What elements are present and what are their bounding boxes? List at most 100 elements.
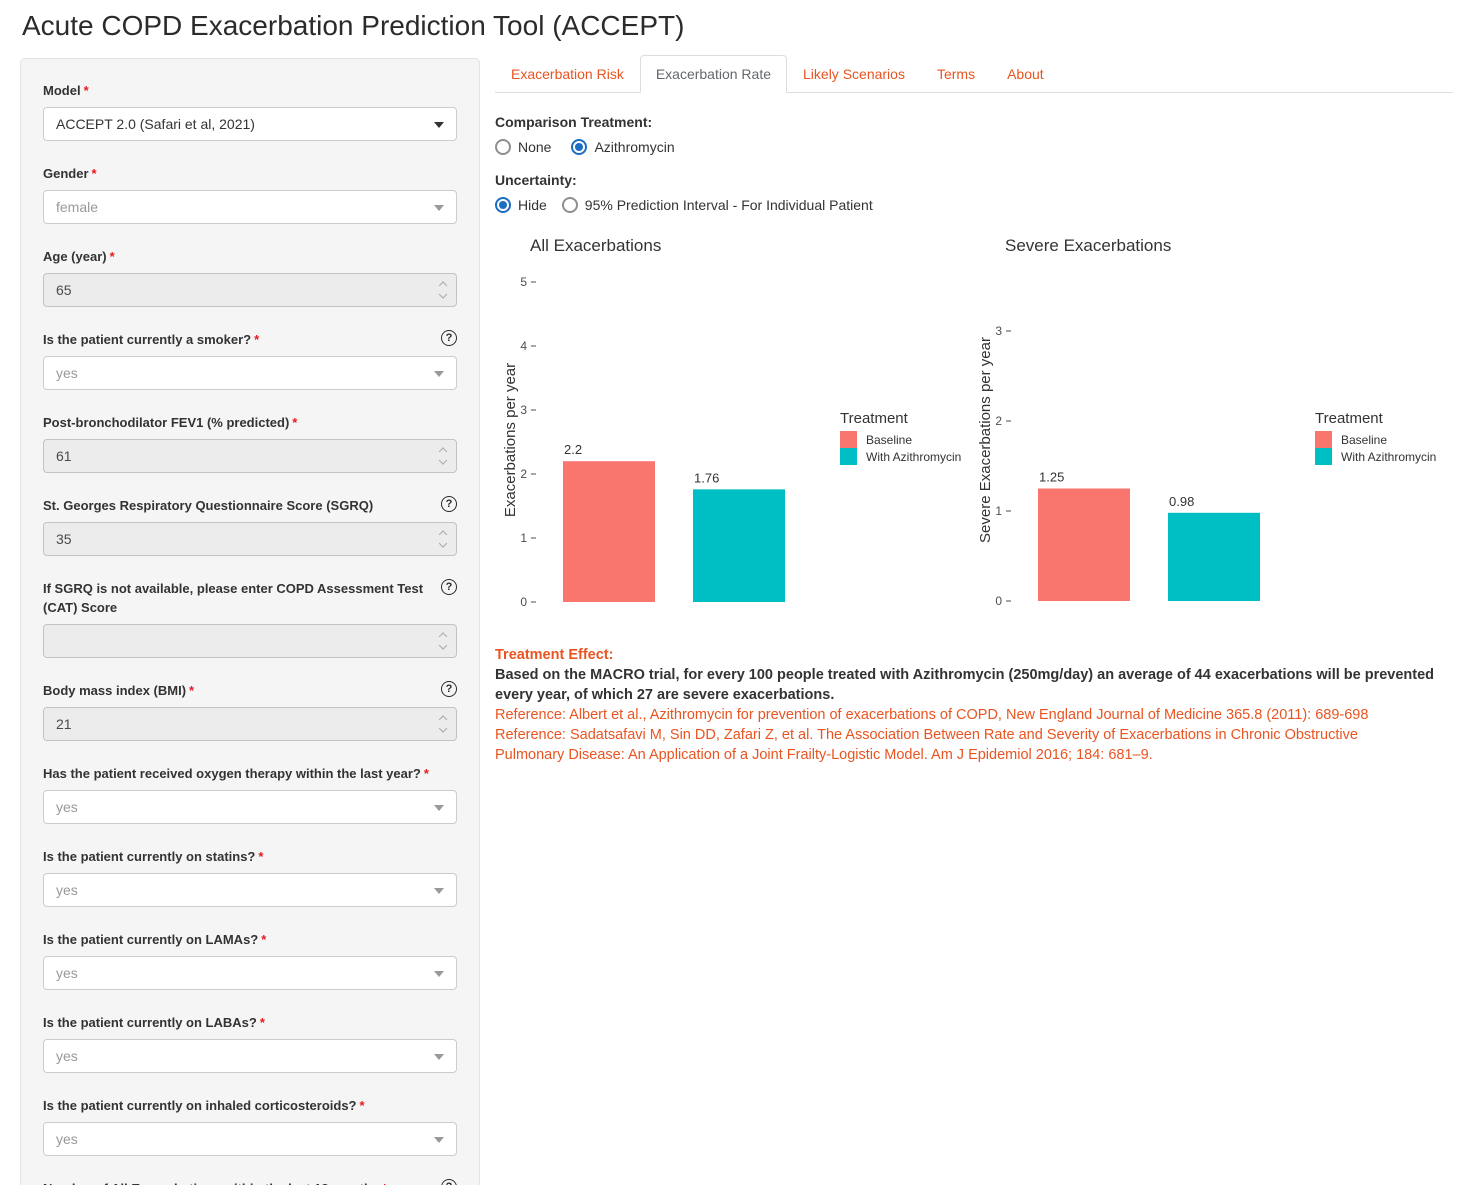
label-text: Has the patient received oxygen therapy … bbox=[43, 766, 421, 781]
y-axis-label: Severe Exacerbations per year bbox=[977, 337, 994, 543]
label-text: If SGRQ is not available, please enter C… bbox=[43, 581, 424, 615]
field-labas: Is the patient currently on LABAs? * yes bbox=[43, 1013, 457, 1073]
gender-select[interactable]: female bbox=[43, 190, 457, 224]
selected-value: yes bbox=[56, 882, 78, 898]
radio-selected-icon[interactable] bbox=[571, 139, 588, 155]
spinner-down-icon bbox=[438, 539, 448, 548]
number-spinner[interactable] bbox=[438, 530, 448, 548]
help-icon[interactable]: ? bbox=[441, 681, 457, 697]
number-spinner[interactable] bbox=[438, 715, 448, 733]
bar bbox=[1168, 512, 1260, 601]
statins-select[interactable]: yes bbox=[43, 873, 457, 907]
y-axis-label: Exacerbations per year bbox=[502, 363, 519, 517]
y-tick-label: 2 bbox=[995, 414, 1002, 428]
radio-label: Hide bbox=[518, 197, 547, 213]
tab-terms[interactable]: Terms bbox=[936, 66, 976, 82]
field-label: Post-bronchodilator FEV1 (% predicted) * bbox=[43, 413, 457, 432]
required-asterisk: * bbox=[189, 683, 195, 698]
oxygen-select[interactable]: yes bbox=[43, 790, 457, 824]
uncertainty-group: Uncertainty: Hide 95% Prediction Interva… bbox=[495, 172, 1453, 213]
field-bmi: Body mass index (BMI) * ? bbox=[43, 681, 457, 741]
radio-option-prediction-interval[interactable]: 95% Prediction Interval - For Individual… bbox=[561, 197, 873, 213]
main-panel: Exacerbation Risk Exacerbation Rate Like… bbox=[495, 55, 1453, 765]
reference-line: Reference: Sadatsafavi M, Sin DD, Zafari… bbox=[495, 727, 1358, 763]
tab-likely-scenarios[interactable]: Likely Scenarios bbox=[803, 66, 905, 82]
field-gender: Gender * female bbox=[43, 164, 457, 224]
label-text: Is the patient currently a smoker? bbox=[43, 332, 252, 347]
legend-swatch bbox=[840, 448, 857, 465]
bar bbox=[1038, 488, 1130, 601]
number-spinner[interactable] bbox=[438, 281, 448, 299]
required-asterisk: * bbox=[254, 332, 260, 347]
fev1-input[interactable] bbox=[43, 439, 457, 473]
uncertainty-label: Uncertainty: bbox=[495, 172, 577, 188]
selected-value: ACCEPT 2.0 (Safari et al, 2021) bbox=[56, 116, 255, 132]
bar-value-label: 2.2 bbox=[564, 442, 582, 457]
bmi-input[interactable] bbox=[43, 707, 457, 741]
field-smoker: Is the patient currently a smoker? * ? ye… bbox=[43, 330, 457, 390]
labas-select[interactable]: yes bbox=[43, 1039, 457, 1073]
spinner-up-icon bbox=[438, 530, 448, 539]
field-label: Gender * bbox=[43, 164, 457, 183]
tab-exacerbation-rate[interactable]: Exacerbation Rate bbox=[639, 55, 788, 93]
legend-label: Baseline bbox=[1341, 433, 1387, 447]
age-input[interactable] bbox=[43, 273, 457, 307]
tab-about[interactable]: About bbox=[1007, 66, 1044, 82]
legend-title: Treatment bbox=[840, 410, 909, 427]
number-spinner[interactable] bbox=[438, 632, 448, 650]
uncertainty-radio-row: Hide 95% Prediction Interval - For Indiv… bbox=[495, 197, 1453, 213]
legend-swatch bbox=[840, 431, 857, 448]
y-tick-label: 0 bbox=[995, 594, 1002, 608]
radio-option-hide[interactable]: Hide bbox=[495, 197, 547, 213]
chevron-down-icon bbox=[434, 122, 444, 128]
label-text: Age (year) bbox=[43, 249, 107, 264]
tab-exacerbation-risk[interactable]: Exacerbation Risk bbox=[511, 66, 624, 82]
smoker-select[interactable]: yes bbox=[43, 356, 457, 390]
field-label: Is the patient currently on LABAs? * bbox=[43, 1013, 457, 1032]
radio-selected-icon[interactable] bbox=[495, 197, 511, 213]
legend-label: With Azithromycin bbox=[1341, 450, 1436, 464]
page-title: Acute COPD Exacerbation Prediction Tool … bbox=[22, 10, 685, 41]
spinner-down-icon bbox=[438, 724, 448, 733]
label-text: St. Georges Respiratory Questionnaire Sc… bbox=[43, 498, 374, 513]
bar-value-label: 1.76 bbox=[694, 470, 719, 485]
reference-line: Reference: Albert et al., Azithromycin f… bbox=[495, 707, 1369, 723]
y-tick-label: 5 bbox=[520, 275, 527, 289]
field-steroids: Is the patient currently on inhaled cort… bbox=[43, 1096, 457, 1156]
bar-value-label: 1.25 bbox=[1039, 470, 1064, 485]
required-asterisk: * bbox=[259, 1015, 265, 1030]
legend-swatch bbox=[1315, 448, 1332, 465]
number-spinner[interactable] bbox=[438, 447, 448, 465]
severe-exacerbations-chart: Severe Exacerbations Severe Exacerbations… bbox=[970, 230, 1445, 630]
label-text: Number of All Exacerbations within the l… bbox=[43, 1181, 379, 1185]
radio-icon[interactable] bbox=[495, 139, 511, 155]
required-asterisk: * bbox=[292, 415, 298, 430]
radio-icon[interactable] bbox=[561, 197, 578, 213]
radio-option-azithromycin[interactable]: Azithromycin bbox=[571, 139, 675, 155]
steroids-select[interactable]: yes bbox=[43, 1122, 457, 1156]
tab-bar: Exacerbation Risk Exacerbation Rate Like… bbox=[495, 55, 1453, 93]
field-label: Is the patient currently on LAMAs? * bbox=[43, 930, 457, 949]
help-icon[interactable]: ? bbox=[441, 496, 457, 512]
help-icon[interactable]: ? bbox=[441, 579, 457, 595]
y-tick-label: 2 bbox=[520, 467, 527, 481]
chevron-down-icon bbox=[434, 1137, 444, 1143]
spinner-down-icon bbox=[438, 456, 448, 465]
radio-option-none[interactable]: None bbox=[495, 139, 551, 155]
selected-value: yes bbox=[56, 1131, 78, 1147]
cat-input[interactable] bbox=[43, 624, 457, 658]
field-sgrq: St. Georges Respiratory Questionnaire Sc… bbox=[43, 496, 457, 556]
y-tick-label: 3 bbox=[520, 403, 527, 417]
lamas-select[interactable]: yes bbox=[43, 956, 457, 990]
help-icon[interactable]: ? bbox=[441, 330, 457, 346]
model-select[interactable]: ACCEPT 2.0 (Safari et al, 2021) bbox=[43, 107, 457, 141]
treatment-effect-title: Treatment Effect: bbox=[495, 647, 614, 663]
radio-label: 95% Prediction Interval - For Individual… bbox=[584, 197, 873, 213]
sgrq-input[interactable] bbox=[43, 522, 457, 556]
chevron-down-icon bbox=[434, 888, 444, 894]
chevron-down-icon bbox=[434, 205, 444, 211]
label-text: Is the patient currently on LAMAs? bbox=[43, 932, 259, 947]
field-label: Number of All Exacerbations within the l… bbox=[43, 1179, 457, 1185]
chevron-down-icon bbox=[434, 971, 444, 977]
chart-title: Severe Exacerbations bbox=[1005, 236, 1171, 255]
